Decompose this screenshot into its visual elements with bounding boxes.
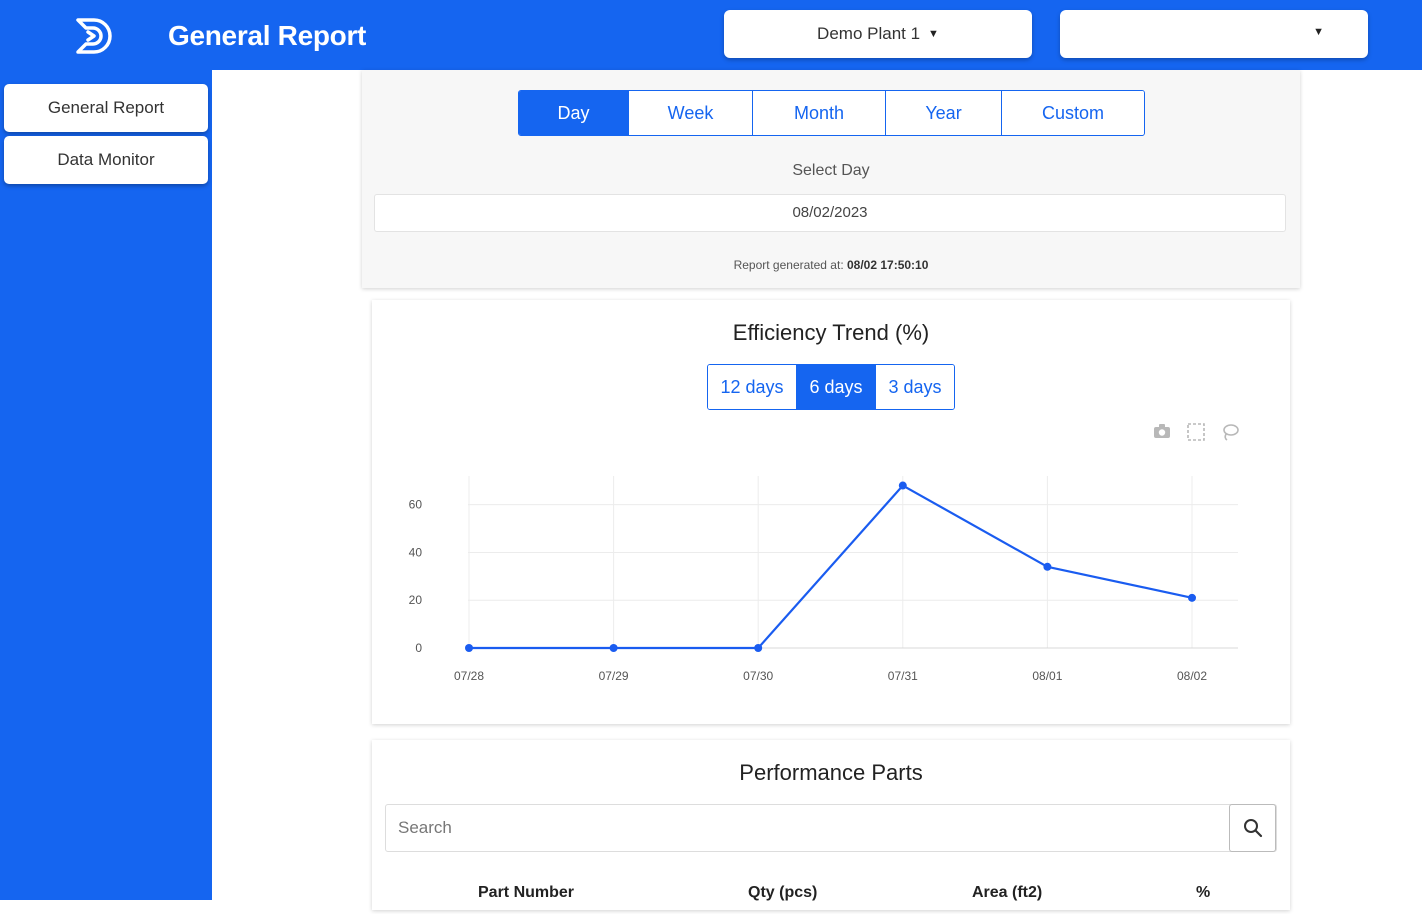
sidebar: General Report Data Monitor	[0, 70, 212, 900]
parts-title: Performance Parts	[739, 760, 923, 785]
caret-down-icon: ▼	[928, 28, 939, 40]
sidebar-item-general-report[interactable]: General Report	[4, 84, 208, 132]
report-generated-text: Report generated at: 08/02 17:50:10	[362, 258, 1300, 272]
range-tab-6-days[interactable]: 6 days	[796, 365, 876, 409]
x-tick-label: 07/28	[454, 669, 484, 683]
sidebar-item-label: General Report	[47, 98, 165, 117]
select-box-icon[interactable]	[1186, 422, 1206, 442]
select-day-label: Select Day	[792, 162, 870, 179]
range-tab-3-days[interactable]: 3 days	[876, 365, 954, 409]
x-tick-label: 08/02	[1177, 669, 1207, 683]
report-generated-time: 08/02 17:50:10	[847, 258, 929, 272]
x-tick-label: 07/30	[743, 669, 773, 683]
tab-custom[interactable]: Custom	[1002, 91, 1144, 135]
period-tabs: Day Week Month Year Custom	[518, 90, 1145, 136]
range-tabs: 12 days 6 days 3 days	[707, 364, 955, 410]
chart-title: Efficiency Trend (%)	[732, 320, 930, 345]
column-header-percent[interactable]: %	[1196, 884, 1211, 901]
y-tick-label: 40	[409, 545, 423, 559]
date-field[interactable]: 08/02/2023	[374, 194, 1286, 232]
x-tick-label: 07/31	[888, 669, 918, 683]
search-box	[385, 804, 1277, 852]
efficiency-series-line	[469, 484, 1193, 650]
column-header-part-number[interactable]: Part Number	[478, 884, 575, 901]
tab-week[interactable]: Week	[629, 91, 753, 135]
search-input[interactable]	[386, 805, 1231, 851]
y-tick-label: 0	[415, 641, 422, 655]
report-generated-prefix: Report generated at:	[733, 258, 844, 272]
data-point	[609, 644, 618, 652]
camera-icon[interactable]	[1152, 422, 1172, 440]
sidebar-item-label: Data Monitor	[57, 150, 155, 169]
data-point	[898, 481, 907, 490]
chart-toolbar	[1152, 422, 1240, 442]
parts-table-header: Part Number Qty (pcs) Area (ft2) %	[372, 884, 1290, 914]
y-tick-label: 20	[409, 593, 423, 607]
lasso-icon[interactable]	[1220, 422, 1240, 442]
data-point	[465, 644, 473, 652]
plant-dropdown[interactable]: Demo Plant 1 ▼	[724, 10, 1032, 58]
tab-month[interactable]: Month	[753, 91, 886, 135]
secondary-dropdown[interactable]: ▼	[1060, 10, 1368, 58]
tab-day[interactable]: Day	[519, 91, 629, 135]
x-tick-label: 08/01	[1032, 669, 1062, 683]
y-tick-label: 60	[409, 498, 423, 512]
sidebar-item-data-monitor[interactable]: Data Monitor	[4, 136, 208, 184]
data-point	[1188, 593, 1196, 602]
efficiency-line-chart: 0 20 40 60 07/28 07/29 07/30 07/31 08/01 08/02	[409, 476, 1238, 683]
data-point	[1043, 562, 1052, 571]
caret-down-icon: ▼	[1313, 26, 1324, 38]
search-button[interactable]	[1229, 804, 1276, 852]
column-header-qty[interactable]: Qty (pcs)	[748, 884, 818, 901]
top-bar: General Report Demo Plant 1 ▼ ▼	[0, 0, 1422, 70]
data-point	[754, 644, 763, 652]
range-tab-12-days[interactable]: 12 days	[708, 365, 796, 409]
plant-dropdown-value: Demo Plant 1	[817, 24, 921, 43]
app-logo-icon[interactable]	[72, 14, 116, 58]
tab-year[interactable]: Year	[886, 91, 1002, 135]
column-header-area[interactable]: Area (ft2)	[972, 884, 1043, 901]
x-tick-label: 07/29	[599, 669, 629, 683]
page-title: General Report	[168, 20, 367, 51]
search-icon	[1243, 819, 1262, 838]
